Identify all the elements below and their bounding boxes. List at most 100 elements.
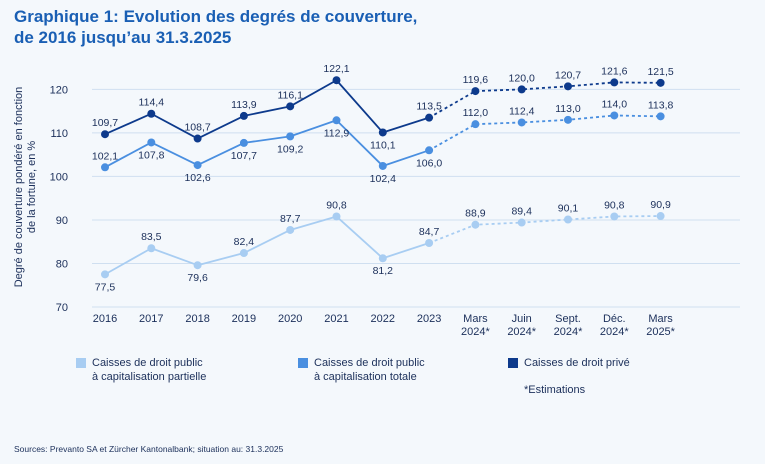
x-tick-label-12-line-2: 2025* xyxy=(646,326,675,338)
data-label-private-7: 113,5 xyxy=(416,101,442,113)
data-label-total-1: 107,8 xyxy=(138,149,164,161)
chart-title: Graphique 1: Evolution des degrés de cou… xyxy=(14,6,417,48)
data-point-private-7 xyxy=(425,113,434,122)
x-tick-label-1: 2017 xyxy=(139,313,163,325)
source-note: Sources: Prevanto SA et Zürcher Kantonal… xyxy=(14,444,284,454)
data-point-partial-10 xyxy=(564,215,572,224)
estimations-note: *Estimations xyxy=(524,384,586,396)
data-label-private-8: 119,6 xyxy=(463,74,489,86)
data-label-private-6: 110,1 xyxy=(370,139,396,151)
data-label-private-5: 122,1 xyxy=(323,63,349,75)
data-label-total-0: 102,1 xyxy=(92,150,118,162)
x-tick-label-10-line-1: Sept. xyxy=(555,313,581,325)
data-point-private-8 xyxy=(471,87,480,96)
data-point-total-6 xyxy=(378,161,387,170)
data-point-partial-4 xyxy=(286,225,295,234)
data-label-total-4: 109,2 xyxy=(277,143,303,155)
data-point-partial-11 xyxy=(610,212,619,221)
data-label-total-12: 113,8 xyxy=(648,99,674,111)
chart-title-line-2: de 2016 jusqu’au 31.3.2025 xyxy=(14,28,232,47)
data-label-private-1: 114,4 xyxy=(139,97,165,109)
y-tick-label-80: 80 xyxy=(56,258,68,270)
data-label-private-2: 108,7 xyxy=(184,122,210,134)
data-point-partial-6 xyxy=(378,254,387,263)
series-estimate-line-private xyxy=(428,81,661,119)
y-tick-label-100: 100 xyxy=(50,171,68,183)
legend-label-partial-line-2: à capitalisation partielle xyxy=(92,371,207,383)
legend-label-total-line-2: à capitalisation totale xyxy=(314,371,417,383)
legend-swatch-total xyxy=(298,358,308,368)
y-axis-label-line-1: Degré de couverture pondéré en fonction xyxy=(13,87,25,288)
data-label-partial-6: 81,2 xyxy=(373,265,394,277)
data-point-total-1 xyxy=(147,138,156,147)
x-tick-label-11-line-2: 2024* xyxy=(600,326,629,338)
data-point-total-7 xyxy=(425,146,434,155)
data-label-partial-2: 79,6 xyxy=(187,272,208,284)
x-tick-label-5: 2021 xyxy=(324,313,348,325)
data-label-private-12: 121,5 xyxy=(647,66,673,78)
x-tick-label-8-line-2: 2024* xyxy=(461,326,490,338)
data-label-private-11: 121,6 xyxy=(601,65,627,77)
x-tick-label-10-line-2: 2024* xyxy=(554,326,583,338)
legend-label-total: Caisses de droit public à capitalisation… xyxy=(314,356,425,384)
data-point-partial-2 xyxy=(193,261,202,270)
x-tick-label-12-line-1: Mars xyxy=(648,313,673,325)
data-label-total-5: 112,9 xyxy=(324,127,350,139)
data-point-total-4 xyxy=(286,132,295,141)
data-label-total-11: 114,0 xyxy=(602,98,628,110)
data-point-private-2 xyxy=(193,134,202,143)
data-point-total-9 xyxy=(517,118,526,127)
y-tick-label-90: 90 xyxy=(56,215,68,227)
data-point-total-11 xyxy=(610,111,619,120)
legend-label-partial-line-1: Caisses de droit public xyxy=(92,357,203,369)
data-point-partial-12 xyxy=(656,212,665,221)
data-point-total-0 xyxy=(101,163,109,172)
data-label-partial-0: 77,5 xyxy=(95,281,116,293)
data-label-partial-10: 90,1 xyxy=(558,203,579,215)
x-tick-label-11-line-1: Déc. xyxy=(603,313,626,325)
x-tick-label-0: 2016 xyxy=(93,313,117,325)
data-label-total-3: 107,7 xyxy=(231,150,257,162)
data-label-partial-9: 89,4 xyxy=(511,206,532,218)
data-label-partial-11: 90,8 xyxy=(604,199,625,211)
series-estimate-line-total xyxy=(428,114,661,152)
chart-title-line-1: Graphique 1: Evolution des degrés de cou… xyxy=(14,7,418,26)
data-point-private-11 xyxy=(610,78,619,87)
data-point-total-2 xyxy=(193,161,202,170)
data-label-private-4: 116,1 xyxy=(277,89,303,101)
line-chart: 70 80 90 100 110 120 Degré de couverture pondé… xyxy=(13,63,740,338)
data-point-partial-9 xyxy=(517,218,526,227)
data-point-total-10 xyxy=(564,115,572,124)
legend-swatch-private xyxy=(508,358,518,368)
x-tick-label-6: 2022 xyxy=(371,313,395,325)
legend-swatch-partial xyxy=(76,358,86,368)
x-tick-label-9-line-1: Juin xyxy=(512,313,532,325)
series-line-partial xyxy=(104,215,430,276)
data-point-private-0 xyxy=(101,130,109,139)
data-point-partial-1 xyxy=(147,244,156,253)
data-label-private-0: 109,7 xyxy=(92,117,118,129)
data-label-total-8: 112,0 xyxy=(463,107,489,119)
data-point-private-5 xyxy=(332,76,341,85)
y-tick-label-110: 110 xyxy=(50,128,68,140)
data-label-partial-7: 84,7 xyxy=(419,226,440,238)
data-label-partial-5: 90,8 xyxy=(326,199,347,211)
data-point-total-5 xyxy=(332,116,341,125)
data-point-private-10 xyxy=(564,82,572,91)
data-label-private-10: 120,7 xyxy=(555,69,581,81)
data-label-total-6: 102,4 xyxy=(370,173,396,185)
x-tick-label-8-line-1: Mars xyxy=(463,313,488,325)
data-label-total-2: 102,6 xyxy=(184,172,210,184)
legend-label-partial: Caisses de droit public à capitalisation… xyxy=(92,356,206,384)
y-axis-label-line-2: de la fortune, en % xyxy=(26,141,38,234)
y-tick-label-120: 120 xyxy=(50,84,68,96)
data-point-total-3 xyxy=(239,138,248,147)
x-tick-label-3: 2019 xyxy=(232,313,256,325)
data-point-partial-3 xyxy=(239,249,248,258)
x-tick-label-4: 2020 xyxy=(278,313,302,325)
legend-label-total-line-1: Caisses de droit public xyxy=(314,357,425,369)
data-point-total-12 xyxy=(656,112,665,121)
series-line-private xyxy=(104,79,430,140)
series-line-total xyxy=(104,119,430,169)
data-point-private-9 xyxy=(517,85,526,94)
